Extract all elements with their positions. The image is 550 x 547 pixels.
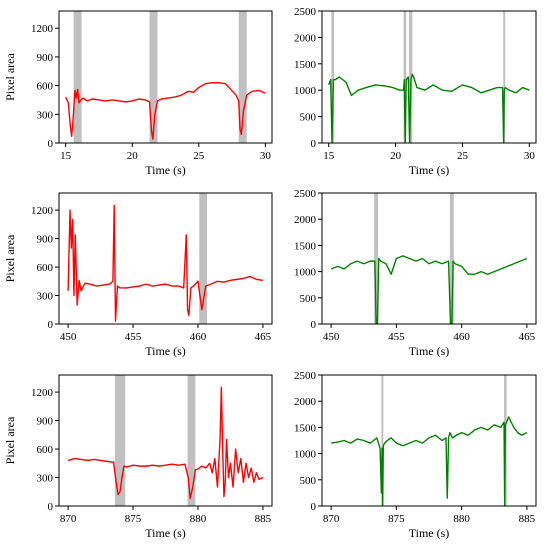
- y-tick-label: 600: [37, 262, 54, 274]
- x-tick-label: 450: [323, 331, 340, 343]
- series-line: [328, 73, 530, 143]
- y-tick-label: 0: [48, 138, 54, 150]
- y-tick-label: 500: [300, 112, 317, 124]
- x-tick-label: 15: [323, 150, 335, 162]
- x-tick-label: 870: [323, 513, 340, 525]
- y-tick-label: 0: [48, 501, 54, 513]
- y-tick-label: 900: [37, 234, 54, 246]
- y-tick-label: 1500: [294, 422, 317, 434]
- series-line: [65, 82, 266, 140]
- shaded-interval: [238, 11, 247, 143]
- x-axis-label: Time (s): [409, 344, 450, 358]
- x-tick-label: 465: [519, 331, 536, 343]
- x-tick-label: 870: [60, 513, 77, 525]
- x-tick-label: 30: [260, 150, 272, 162]
- shaded-interval: [149, 11, 158, 143]
- y-tick-label: 900: [37, 52, 54, 64]
- x-tick-label: 885: [519, 513, 536, 525]
- shaded-interval: [449, 193, 454, 324]
- y-tick-label: 2000: [294, 32, 317, 44]
- y-tick-label: 300: [37, 473, 54, 485]
- x-tick-label: 20: [127, 150, 139, 162]
- y-tick-label: 1000: [294, 267, 317, 279]
- y-tick-label: 1000: [294, 85, 317, 97]
- x-axis-label: Time (s): [145, 163, 186, 177]
- chart-panel-3: 450 455 460 465 0 300 600 900 1200 Time (s) Pixel …: [3, 192, 273, 358]
- axes-frame: [321, 374, 537, 507]
- y-tick-label: 2500: [294, 370, 317, 382]
- axes-frame: [58, 192, 273, 325]
- x-tick-label: 885: [255, 513, 272, 525]
- shaded-interval: [408, 11, 413, 143]
- x-tick-label: 450: [60, 331, 77, 343]
- shaded-interval: [187, 375, 196, 506]
- y-tick-label: 2000: [294, 214, 317, 226]
- y-tick-label: 1000: [294, 449, 317, 461]
- series-line: [331, 416, 528, 506]
- y-tick-label: 2500: [294, 188, 317, 200]
- x-tick-label: 880: [453, 513, 470, 525]
- series-line: [67, 386, 264, 500]
- shaded-interval: [73, 11, 82, 143]
- axes-frame: [321, 10, 537, 144]
- y-tick-label: 0: [311, 138, 317, 150]
- y-tick-label: 2000: [294, 396, 317, 408]
- y-tick-label: 0: [48, 319, 54, 331]
- chart-panel-2: 15 20 25 30 0 500 1000 1500 2000 2500 Time (s): [294, 6, 537, 177]
- series-line: [67, 204, 264, 322]
- y-axis-label: Pixel area: [3, 234, 17, 282]
- x-tick-label: 880: [190, 513, 207, 525]
- x-tick-label: 15: [60, 150, 72, 162]
- y-tick-label: 500: [300, 475, 317, 487]
- x-tick-label: 460: [453, 331, 470, 343]
- y-tick-label: 300: [37, 109, 54, 121]
- axes-frame: [321, 192, 537, 325]
- y-tick-label: 1200: [31, 387, 54, 399]
- y-tick-label: 1200: [31, 23, 54, 35]
- x-axis-label: Time (s): [409, 526, 450, 540]
- y-axis-label: Pixel area: [3, 53, 17, 101]
- x-tick-label: 20: [390, 150, 402, 162]
- x-tick-label: 465: [255, 331, 272, 343]
- shaded-interval: [114, 375, 126, 506]
- y-tick-label: 1200: [31, 205, 54, 217]
- x-tick-label: 30: [524, 150, 536, 162]
- shaded-interval: [503, 11, 506, 143]
- y-tick-label: 2500: [294, 6, 317, 18]
- x-tick-label: 460: [190, 331, 207, 343]
- x-tick-label: 455: [388, 331, 405, 343]
- x-tick-label: 875: [388, 513, 405, 525]
- shaded-interval: [381, 375, 384, 506]
- x-axis-label: Time (s): [145, 344, 186, 358]
- x-tick-label: 25: [457, 150, 469, 162]
- axes-frame: [58, 10, 273, 144]
- y-tick-label: 600: [37, 81, 54, 93]
- axes-frame: [58, 374, 273, 507]
- shaded-interval: [374, 193, 379, 324]
- series-line: [330, 255, 528, 324]
- y-tick-label: 0: [311, 501, 317, 513]
- y-tick-label: 900: [37, 416, 54, 428]
- y-tick-label: 500: [300, 293, 317, 305]
- x-tick-label: 455: [125, 331, 142, 343]
- y-tick-label: 1500: [294, 240, 317, 252]
- shaded-interval: [199, 193, 208, 324]
- y-tick-label: 600: [37, 444, 54, 456]
- shaded-interval: [403, 11, 407, 143]
- chart-panel-4: 450 455 460 465 0 500 1000 1500 2000 2500 Time (s): [294, 188, 537, 358]
- y-tick-label: 1500: [294, 59, 317, 71]
- y-axis-label: Pixel area: [3, 416, 17, 464]
- x-tick-label: 875: [125, 513, 142, 525]
- y-tick-label: 0: [311, 319, 317, 331]
- chart-panel-5: 870 875 880 885 0 300 600 900 1200 Time (s) Pixel …: [3, 374, 273, 540]
- x-tick-label: 25: [193, 150, 205, 162]
- x-axis-label: Time (s): [145, 526, 186, 540]
- y-tick-label: 300: [37, 291, 54, 303]
- chart-panel-6: 870 875 880 885 0 500 1000 1500 2000 2500 Time (s): [294, 370, 537, 540]
- x-axis-label: Time (s): [409, 163, 450, 177]
- shaded-interval: [331, 11, 335, 143]
